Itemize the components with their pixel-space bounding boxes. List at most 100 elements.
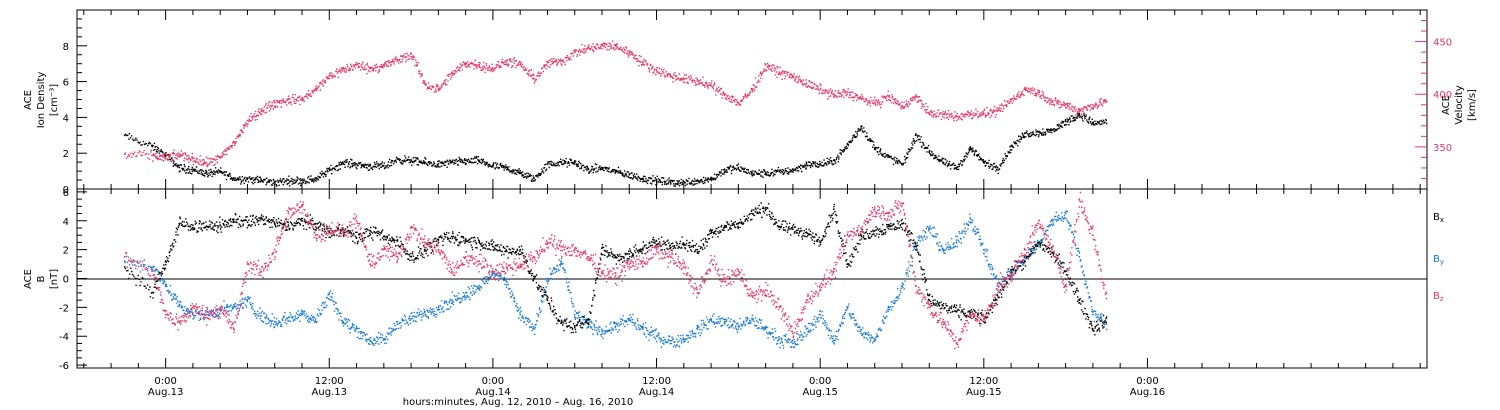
bz-point (642, 260, 644, 263)
magnetic-field-series (123, 191, 1108, 350)
magnetic-field-axis-title-line1: ACE (23, 269, 34, 289)
bx-point (192, 224, 194, 227)
magnetic-field-axis-title: ACE B [nT] (23, 269, 60, 289)
x-tick-label-time: 0:00 (482, 376, 504, 387)
by-point (1078, 255, 1081, 258)
density-tick-label: 8 (63, 42, 69, 53)
bz-point (805, 299, 808, 302)
density-series (123, 110, 1108, 187)
by-point (860, 332, 862, 335)
bx-series (123, 202, 1108, 336)
by-point (601, 329, 603, 332)
by-point (314, 318, 317, 320)
bz-point (655, 248, 658, 251)
legend-by-sub: y (1440, 258, 1444, 266)
legend-bx-sub: x (1440, 216, 1444, 224)
legend-by-main: B (1433, 254, 1440, 265)
plasma-panel-frame (76, 9, 1428, 190)
legend-bx: Bx (1433, 212, 1444, 224)
density-tick-label: 4 (63, 113, 69, 124)
velocity-tick-label: 450 (1433, 38, 1452, 49)
magnetic-field-legend: Bx By Bz (1433, 212, 1444, 303)
x-tick-label-date: Aug.15 (802, 387, 837, 398)
magnetic-field-tick-label: 4 (63, 217, 69, 228)
bz-dots (125, 191, 1108, 350)
x-tick-label-date: Aug.13 (312, 387, 347, 398)
bx-point (328, 231, 331, 234)
velocity-point (642, 61, 644, 64)
bz-point (287, 212, 290, 215)
by-point (682, 338, 685, 340)
magnetic-field-tick-label: 2 (63, 246, 69, 257)
velocity-axis-title-line3: [km/s] (1467, 89, 1478, 121)
by-point (464, 292, 467, 294)
bx-point (914, 243, 917, 245)
bz-point (423, 241, 426, 244)
bx-point (710, 230, 712, 232)
bz-point (764, 289, 767, 291)
by-point (246, 299, 249, 302)
density-axis-title-line1: ACE (23, 90, 34, 110)
bx-point (546, 299, 549, 302)
bx-point (519, 248, 522, 251)
velocity-axis-title-line1: ACE (1441, 95, 1452, 115)
bz-point (164, 313, 167, 316)
x-tick-label-time: 0:00 (1136, 376, 1158, 387)
magnetic-field-tick-label: -2 (59, 303, 69, 314)
velocity-point (260, 109, 262, 111)
bz-point (601, 270, 603, 273)
velocity-tick-label: 350 (1433, 143, 1452, 154)
bx-point (219, 224, 222, 227)
bz-point (560, 245, 562, 248)
bx-point (764, 206, 767, 209)
bx-point (628, 253, 631, 255)
magnetic-field-tick-label: 0 (63, 275, 69, 286)
density-point (355, 163, 358, 165)
velocity-axis-title: ACE Velocity [km/s] (1441, 85, 1478, 124)
bz-point (451, 270, 453, 273)
velocity-point (982, 112, 985, 115)
x-tick-label-date: Aug.16 (1130, 387, 1165, 398)
bz-point (123, 255, 126, 258)
x-axis-title: hours:minutes, Aug. 12, 2010 – Aug. 16, … (403, 397, 634, 408)
bz-point (682, 266, 685, 268)
magnetic-field-axis-ticks: -6 -4 -2 0 2 4 6 (59, 188, 87, 372)
density-tick-label: 0 (63, 185, 69, 196)
velocity-point (873, 101, 876, 104)
by-point (1092, 313, 1094, 316)
bx-point (887, 225, 890, 228)
bz-point (478, 260, 481, 263)
bz-point (792, 332, 794, 335)
by-point (478, 284, 481, 287)
by-point (546, 277, 549, 280)
bx-dots (124, 202, 1108, 336)
by-point (437, 306, 440, 309)
velocity-axis-title-line2: Velocity (1454, 85, 1465, 124)
bz-point (464, 255, 467, 258)
by-point (573, 313, 576, 316)
velocity-axis-ticks: 350 400 450 (1415, 20, 1452, 179)
density-point (669, 180, 672, 183)
x-tick-label-date: Aug.15 (966, 387, 1001, 398)
bx-point (492, 245, 494, 248)
by-point (519, 313, 522, 316)
x-tick-label-time: 0:00 (809, 376, 831, 387)
magnetic-field-tick-label: -4 (59, 332, 69, 343)
legend-bx-main: B (1433, 212, 1440, 223)
by-point (273, 320, 276, 323)
legend-bz: Bz (1433, 291, 1444, 303)
bx-point (423, 248, 426, 251)
x-axis-ticks: 0:00Aug.1312:00Aug.130:00Aug.1412:00Aug.… (83, 10, 1421, 398)
density-tick-label: 6 (63, 78, 69, 89)
bx-point (792, 228, 794, 231)
legend-bz-main: B (1433, 291, 1440, 302)
bz-point (273, 248, 276, 251)
by-point (614, 325, 617, 327)
legend-bz-sub: z (1440, 295, 1444, 303)
magnetic-field-tick-label: -6 (59, 361, 69, 372)
bz-point (614, 274, 617, 277)
by-point (301, 312, 303, 314)
velocity-point (778, 71, 781, 73)
x-tick-label-date: Aug.14 (475, 387, 510, 398)
bz-point (887, 212, 890, 215)
